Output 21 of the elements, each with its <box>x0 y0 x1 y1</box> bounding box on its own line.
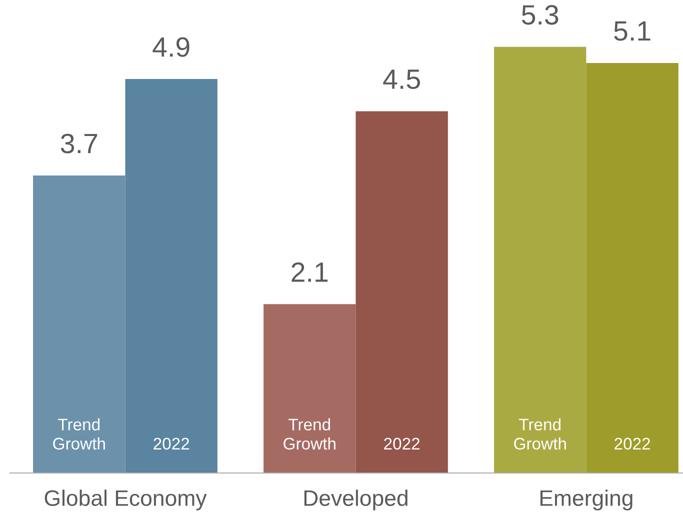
text: Trend Growth <box>284 418 336 450</box>
x-tick-label: Global Economy <box>44 490 207 510</box>
data-label: 3.7 <box>60 134 98 154</box>
data-label: 5.1 <box>614 21 650 41</box>
text: 2022 <box>384 438 420 450</box>
data-label: 5.3 <box>522 5 558 25</box>
data-label: 4.9 <box>152 37 190 57</box>
bar <box>264 304 356 473</box>
bar <box>586 62 678 473</box>
x-tick-label: Developed <box>304 490 408 510</box>
text: Trend Growth <box>514 418 566 450</box>
data-label: 4.5 <box>383 70 420 90</box>
text: 2022 <box>614 438 650 450</box>
bar <box>125 79 218 473</box>
bar <box>33 176 126 473</box>
series-label: Trend Growth <box>53 418 105 450</box>
bar <box>356 111 448 473</box>
series-label: 2022 <box>154 438 190 450</box>
data-label: 2.1 <box>292 262 328 282</box>
bar <box>494 46 586 473</box>
x-tick-label: Emerging <box>540 490 632 510</box>
